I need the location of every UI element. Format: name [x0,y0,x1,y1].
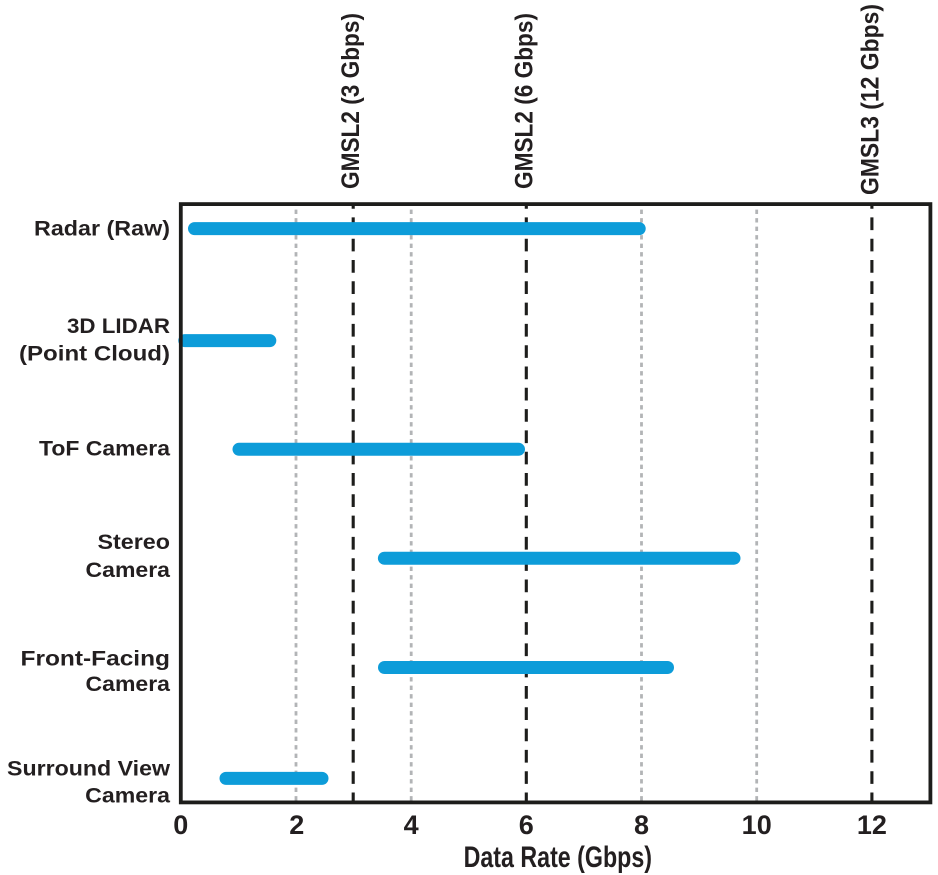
svg-text:GMSL2 (3 Gbps): GMSL2 (3 Gbps) [337,13,365,189]
svg-text:0: 0 [173,810,188,840]
svg-text:GMSL3 (12 Gbps): GMSL3 (12 Gbps) [857,4,885,195]
svg-text:Stereo: Stereo [98,530,171,554]
svg-text:12: 12 [857,810,887,840]
svg-text:10: 10 [742,810,772,840]
svg-text:8: 8 [634,810,649,840]
svg-text:Camera: Camera [86,558,172,582]
svg-text:GMSL2 (6 Gbps): GMSL2 (6 Gbps) [511,13,539,189]
svg-text:6: 6 [519,810,534,840]
svg-text:Radar (Raw): Radar (Raw) [34,216,170,240]
svg-text:Data Rate (Gbps): Data Rate (Gbps) [464,841,652,874]
svg-text:(Point Cloud): (Point Cloud) [19,341,170,365]
svg-text:3D LIDAR: 3D LIDAR [67,314,170,338]
svg-text:4: 4 [404,810,419,840]
svg-text:2: 2 [289,810,304,840]
svg-text:Camera: Camera [86,672,172,696]
svg-text:Front-Facing: Front-Facing [21,646,171,670]
svg-text:ToF Camera: ToF Camera [39,436,171,460]
svg-text:Camera: Camera [85,783,171,807]
svg-text:Surround View: Surround View [7,757,170,781]
